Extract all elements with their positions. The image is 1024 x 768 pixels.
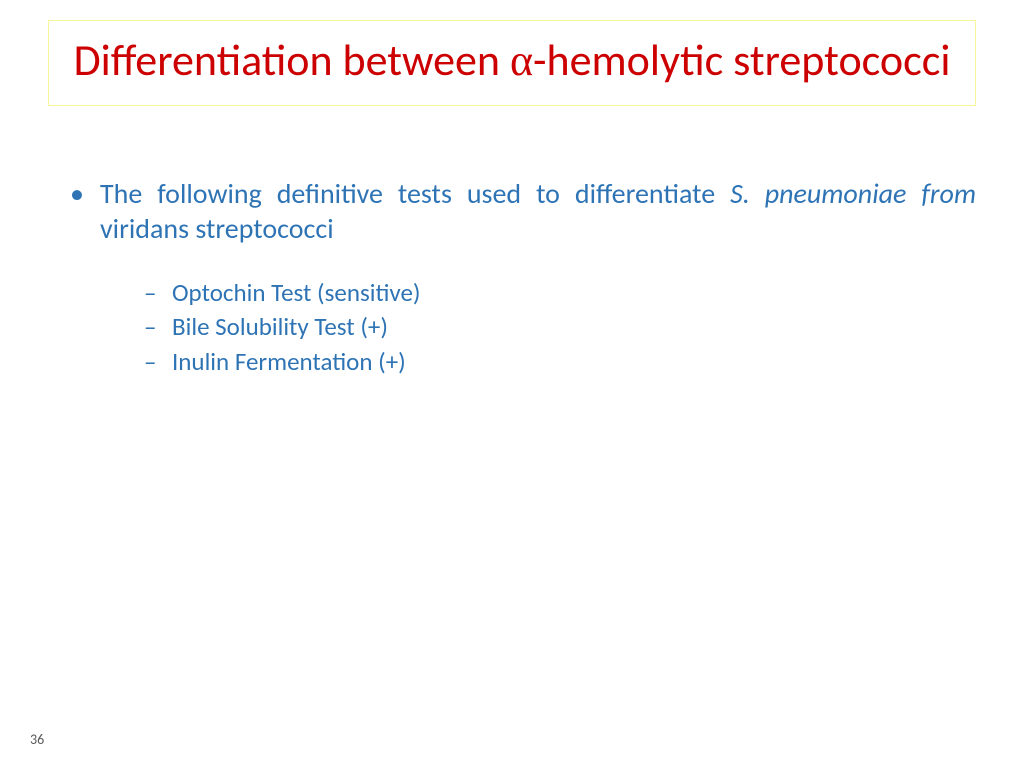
sub-bullet: Inulin Fermentation (+)	[144, 345, 976, 380]
slide: Differentiation between α-hemolytic stre…	[0, 0, 1024, 768]
main-bullet: The following definitive tests used to d…	[68, 176, 976, 246]
sub-bullet: Optochin Test (sensitive)	[144, 276, 976, 311]
sub-bullet-label: Inulin Fermentation (+)	[172, 346, 406, 377]
main-text-post: viridans streptococci	[100, 211, 334, 246]
content-area: The following definitive tests used to d…	[48, 176, 976, 380]
title-post: -hemolytic streptococci	[533, 33, 950, 87]
sub-bullet: Bile Solubility Test (+)	[144, 310, 976, 345]
main-text-italic: S. pneumoniae from	[730, 176, 976, 211]
sub-bullet-label: Bile Solubility Test (+)	[172, 311, 388, 342]
main-text-pre: The following definitive tests used to d…	[100, 176, 730, 211]
title-alpha: α	[510, 36, 533, 85]
title-pre: Differentiation between	[74, 33, 510, 87]
sub-bullet-list: Optochin Test (sensitive) Bile Solubilit…	[68, 276, 976, 380]
slide-title: Differentiation between α-hemolytic stre…	[59, 35, 965, 87]
page-number: 36	[30, 731, 44, 748]
sub-bullet-label: Optochin Test (sensitive)	[172, 277, 421, 308]
title-container: Differentiation between α-hemolytic stre…	[48, 20, 976, 106]
